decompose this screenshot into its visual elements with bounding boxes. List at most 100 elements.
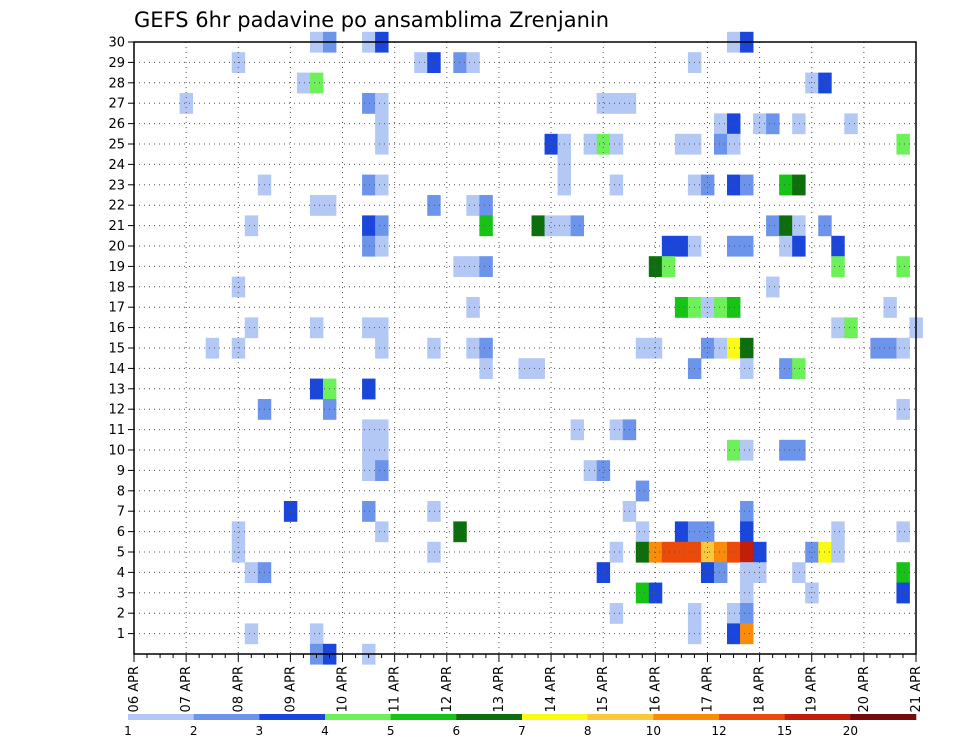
x-tick-label: 15 APR bbox=[596, 666, 611, 712]
heatmap-cell bbox=[244, 562, 259, 583]
heatmap-cell bbox=[740, 358, 754, 379]
heatmap-cell bbox=[244, 623, 259, 645]
heatmap-cell bbox=[831, 256, 845, 277]
heatmap-cell bbox=[283, 501, 298, 522]
heatmap-cell bbox=[648, 337, 663, 359]
heatmap-cell bbox=[309, 317, 324, 339]
colorbar-swatch bbox=[850, 714, 917, 720]
x-tick-label: 21 APR bbox=[909, 666, 924, 712]
colorbar-label: 5 bbox=[387, 724, 395, 738]
heatmap-cell bbox=[713, 337, 728, 359]
y-tick-label: 29 bbox=[108, 56, 125, 71]
heatmap-cell bbox=[727, 113, 741, 135]
heatmap-cell bbox=[362, 378, 376, 400]
chart-title: GEFS 6hr padavine po ansamblima Zrenjani… bbox=[134, 8, 609, 32]
heatmap-cell bbox=[309, 72, 324, 94]
heatmap-cell bbox=[713, 297, 728, 318]
heatmap-cell bbox=[883, 297, 897, 318]
heatmap-cell bbox=[375, 174, 389, 196]
y-tick-label: 18 bbox=[108, 280, 125, 295]
heatmap-cell bbox=[766, 215, 780, 237]
heatmap-cell bbox=[414, 52, 428, 73]
heatmap-cell bbox=[740, 582, 754, 604]
heatmap-cell bbox=[713, 113, 728, 135]
heatmap-cell bbox=[740, 541, 754, 563]
colorbar-swatch bbox=[456, 714, 523, 720]
heatmap-cell bbox=[740, 521, 754, 543]
heatmap-cell bbox=[779, 439, 793, 461]
x-tick-label: 13 APR bbox=[492, 666, 507, 712]
heatmap-cell bbox=[779, 358, 793, 379]
colorbar-swatch bbox=[522, 714, 588, 720]
heatmap-cell bbox=[661, 256, 676, 277]
colorbar-swatch bbox=[653, 714, 720, 720]
colorbar: 1 2 3 4 5 6 7 8 10 12 15 20 bbox=[124, 714, 917, 738]
heatmap-cell bbox=[362, 419, 376, 441]
y-tick-label: 19 bbox=[108, 260, 125, 275]
heatmap-cell bbox=[427, 541, 441, 563]
x-tick-label: 08 APR bbox=[231, 666, 246, 712]
y-tick-label: 2 bbox=[117, 607, 125, 622]
y-tick-label: 30 bbox=[108, 36, 125, 51]
y-tick-label: 3 bbox=[117, 586, 125, 601]
heatmap-cell bbox=[792, 113, 806, 135]
heatmap-cell bbox=[779, 174, 793, 196]
heatmap-cell bbox=[661, 235, 676, 257]
heatmap-cell bbox=[792, 235, 806, 257]
heatmap-cell bbox=[831, 317, 845, 339]
y-tick-label: 7 bbox=[117, 505, 125, 520]
heatmap-cell bbox=[362, 215, 376, 237]
heatmap-cell bbox=[831, 521, 845, 543]
y-tick-label: 17 bbox=[108, 301, 125, 316]
heatmap-cell bbox=[362, 235, 376, 257]
heatmap-cell bbox=[427, 337, 441, 359]
heatmap-cell bbox=[727, 297, 741, 318]
y-tick-label: 6 bbox=[117, 525, 125, 540]
y-tick-label: 4 bbox=[117, 566, 125, 581]
heatmap-cell bbox=[896, 337, 910, 359]
colorbar-swatch bbox=[325, 714, 391, 720]
heatmap-cell bbox=[362, 174, 376, 196]
heatmap-cell bbox=[635, 521, 650, 543]
heatmap-cell bbox=[896, 562, 910, 583]
y-tick-label: 14 bbox=[108, 362, 125, 377]
heatmap-cell bbox=[375, 235, 389, 257]
y-tick-label: 5 bbox=[117, 546, 125, 561]
heatmap-cell bbox=[674, 133, 689, 155]
y-tick-label: 24 bbox=[108, 158, 125, 173]
y-tick-label: 27 bbox=[108, 97, 125, 112]
colorbar-label: 3 bbox=[256, 724, 264, 738]
colorbar-label: 20 bbox=[843, 724, 858, 738]
heatmap-cell bbox=[609, 93, 624, 114]
colorbar-swatch bbox=[259, 714, 326, 720]
heatmap-cell bbox=[700, 521, 715, 543]
heatmap-cell bbox=[792, 215, 806, 237]
heatmap-cell bbox=[375, 337, 389, 359]
heatmap-cell bbox=[844, 317, 858, 339]
heatmap-cell bbox=[896, 521, 910, 543]
heatmap-cell bbox=[844, 113, 858, 135]
heatmap-cell bbox=[831, 541, 845, 563]
heatmap-cell bbox=[713, 133, 728, 155]
x-tick-label: 14 APR bbox=[544, 666, 559, 712]
heatmap-cell bbox=[309, 623, 324, 645]
heatmap-cell bbox=[883, 337, 897, 359]
heatmap-cell bbox=[674, 521, 689, 543]
colorbar-swatch bbox=[128, 714, 194, 720]
colorbar-label: 6 bbox=[453, 724, 461, 738]
colorbar-label: 10 bbox=[646, 724, 661, 738]
heatmap-cell bbox=[179, 93, 194, 114]
heatmap-cell bbox=[375, 317, 389, 339]
heatmap-cell bbox=[609, 541, 624, 563]
y-tick-label: 23 bbox=[108, 178, 125, 193]
heatmap-cell bbox=[231, 521, 246, 543]
heatmap-cell bbox=[231, 337, 246, 359]
heatmap-cell bbox=[635, 582, 650, 604]
heatmap-cell bbox=[362, 93, 376, 114]
y-tick-label: 28 bbox=[108, 76, 125, 91]
heatmap-cell bbox=[648, 256, 663, 277]
x-tick-label: 20 APR bbox=[857, 666, 872, 712]
y-tick-label: 12 bbox=[108, 403, 125, 418]
heatmap-cell bbox=[792, 174, 806, 196]
heatmap-cell bbox=[479, 358, 493, 379]
